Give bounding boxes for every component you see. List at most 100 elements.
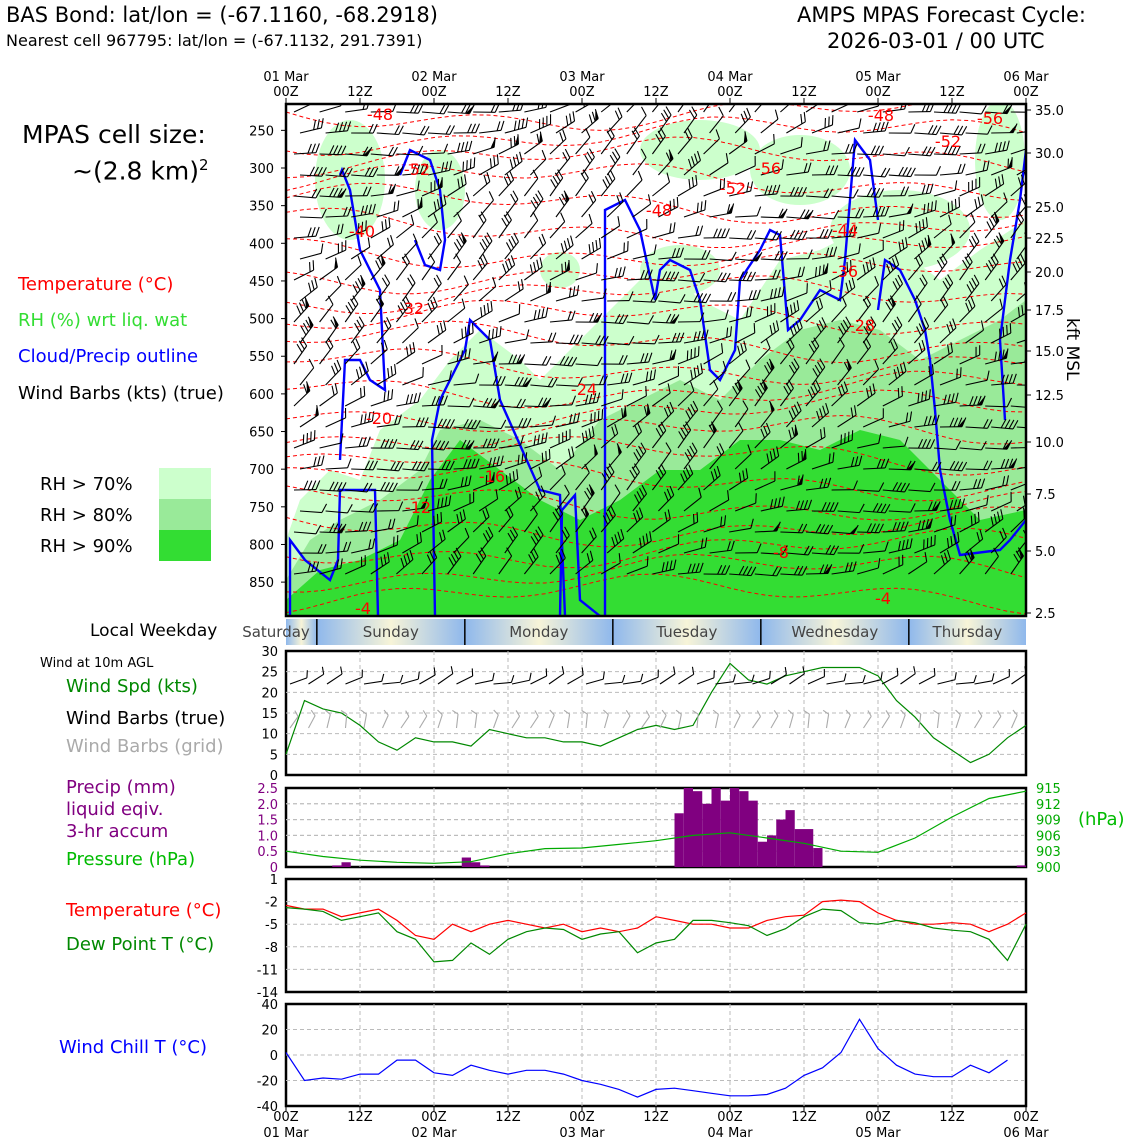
wind-barb [683,200,707,218]
wind-barb-flag [705,249,711,260]
wind-barb-pennant [617,443,622,456]
wind-barb-flag [774,250,780,261]
wind-barb-flag [416,515,419,526]
wind-barb-flag [606,130,613,140]
wind-barb [652,313,680,324]
wind-barb-flag [690,349,693,359]
wind-barb-flag [994,178,998,189]
wind-barb-flag [849,226,854,237]
wind-barb-flag [927,125,934,135]
wind-barb [447,547,462,575]
top-tick-hour: 12Z [495,85,521,100]
wind-barb [965,160,990,176]
wind-barb-flag [901,239,905,250]
wind-barb [376,535,399,554]
wind-barb-shaft [1016,426,1026,430]
wind-barb-flag [372,503,379,513]
temp-contour-label: -8 [773,543,789,562]
precip-bar [813,848,823,867]
wind-barb-flag [366,436,371,447]
wind-barb-flag [661,271,668,281]
surface-barb-shaft [826,680,845,685]
temp-contour-label: -24 [571,380,597,399]
wind-barb-pennant [762,379,768,392]
wind-barb-flag [797,452,800,463]
wind-barb-flag [940,298,946,309]
wind-barb-flag [405,295,411,306]
temp-contour [286,348,1026,385]
wind-barb-flag [538,119,541,129]
wind-barb-flag [685,467,691,477]
wind-barb [555,334,583,345]
surface-barb-grid [659,709,667,729]
wind-barb-flag [690,156,696,166]
wind-barb-flag [940,555,945,565]
wind-barb-flag [789,186,795,197]
wind-barb [1010,405,1026,409]
wind-barb-flag [561,529,568,539]
wind-barb-flag [870,316,877,326]
wind-barb-flag [628,372,633,383]
wind-barb-flag [946,538,950,548]
weekday-label: Tuesday [655,623,717,641]
wind-barb-flag [746,271,753,281]
wind-barb-flag [368,460,374,470]
wind-barb-flag [448,557,455,567]
wind-barb-flag [621,389,624,400]
wind-barb [754,338,771,365]
temp-contour-label: -32 [398,299,424,318]
wind-barb-flag [317,544,323,554]
wind-barb [1016,426,1026,430]
wind-barb [427,274,442,302]
wind-barb-flag [490,300,493,311]
wind-barb-flag [870,145,876,155]
temp-contour [286,116,1026,156]
wind-barb-flag [686,350,689,361]
wind-barb-flag [666,488,672,499]
wind-barb-flag [673,198,675,209]
wind-barb-flag [858,455,863,466]
wind-barb-flag [464,174,467,185]
wind-barb [965,495,989,512]
wind-barb [396,549,414,575]
height-tick-label: 2.5 [1035,607,1056,622]
surface-barb-shaft [363,680,382,685]
wind-barb-flag [773,498,777,509]
wind-barb-flag [688,464,694,474]
top-tick-hour: 00Z [1013,85,1039,100]
wind-barb-pennant [646,403,650,416]
wind-barb-flag [594,412,596,422]
wind-barb-shaft [728,104,743,113]
height-tick-label: 22.5 [1035,232,1064,247]
wind-barb-flag [636,491,643,501]
wind-barb-flag [597,410,600,421]
surface-barb-shaft [400,678,419,685]
wind-barb-flag [1006,140,1010,151]
wind-barb-flag [872,122,877,133]
pressure-tick-label: 850 [249,576,274,591]
wind-barb [805,228,833,239]
surface-barb-grid-flag [735,709,741,716]
surface-barb-flag [880,672,883,680]
wind-barb-flag [490,398,497,408]
wind-barb-flag [930,536,933,547]
wind-barb-pennant [334,257,338,270]
wind-barb [939,274,954,302]
surface-barb-grid [437,709,443,729]
wind-barb-flag [923,317,930,327]
wind-barb-flag [961,461,968,472]
wind-barb-flag [874,187,881,198]
wind-barb-flag [1004,419,1011,429]
wind-barb-flag [313,430,316,440]
wind-barb-flag [725,153,729,163]
wind-barb-flag [460,176,464,187]
wind-barb [345,521,372,533]
wind-barb-shaft [933,447,956,451]
wind-barb-flag [508,239,515,249]
wind-barb-flag [496,121,501,131]
wind-barb-flag [360,205,365,216]
wind-barb-flag [925,217,928,227]
wind-barb-flag [513,136,516,146]
wind-barb-flag [772,269,777,280]
wind-barb-flag [699,225,704,236]
